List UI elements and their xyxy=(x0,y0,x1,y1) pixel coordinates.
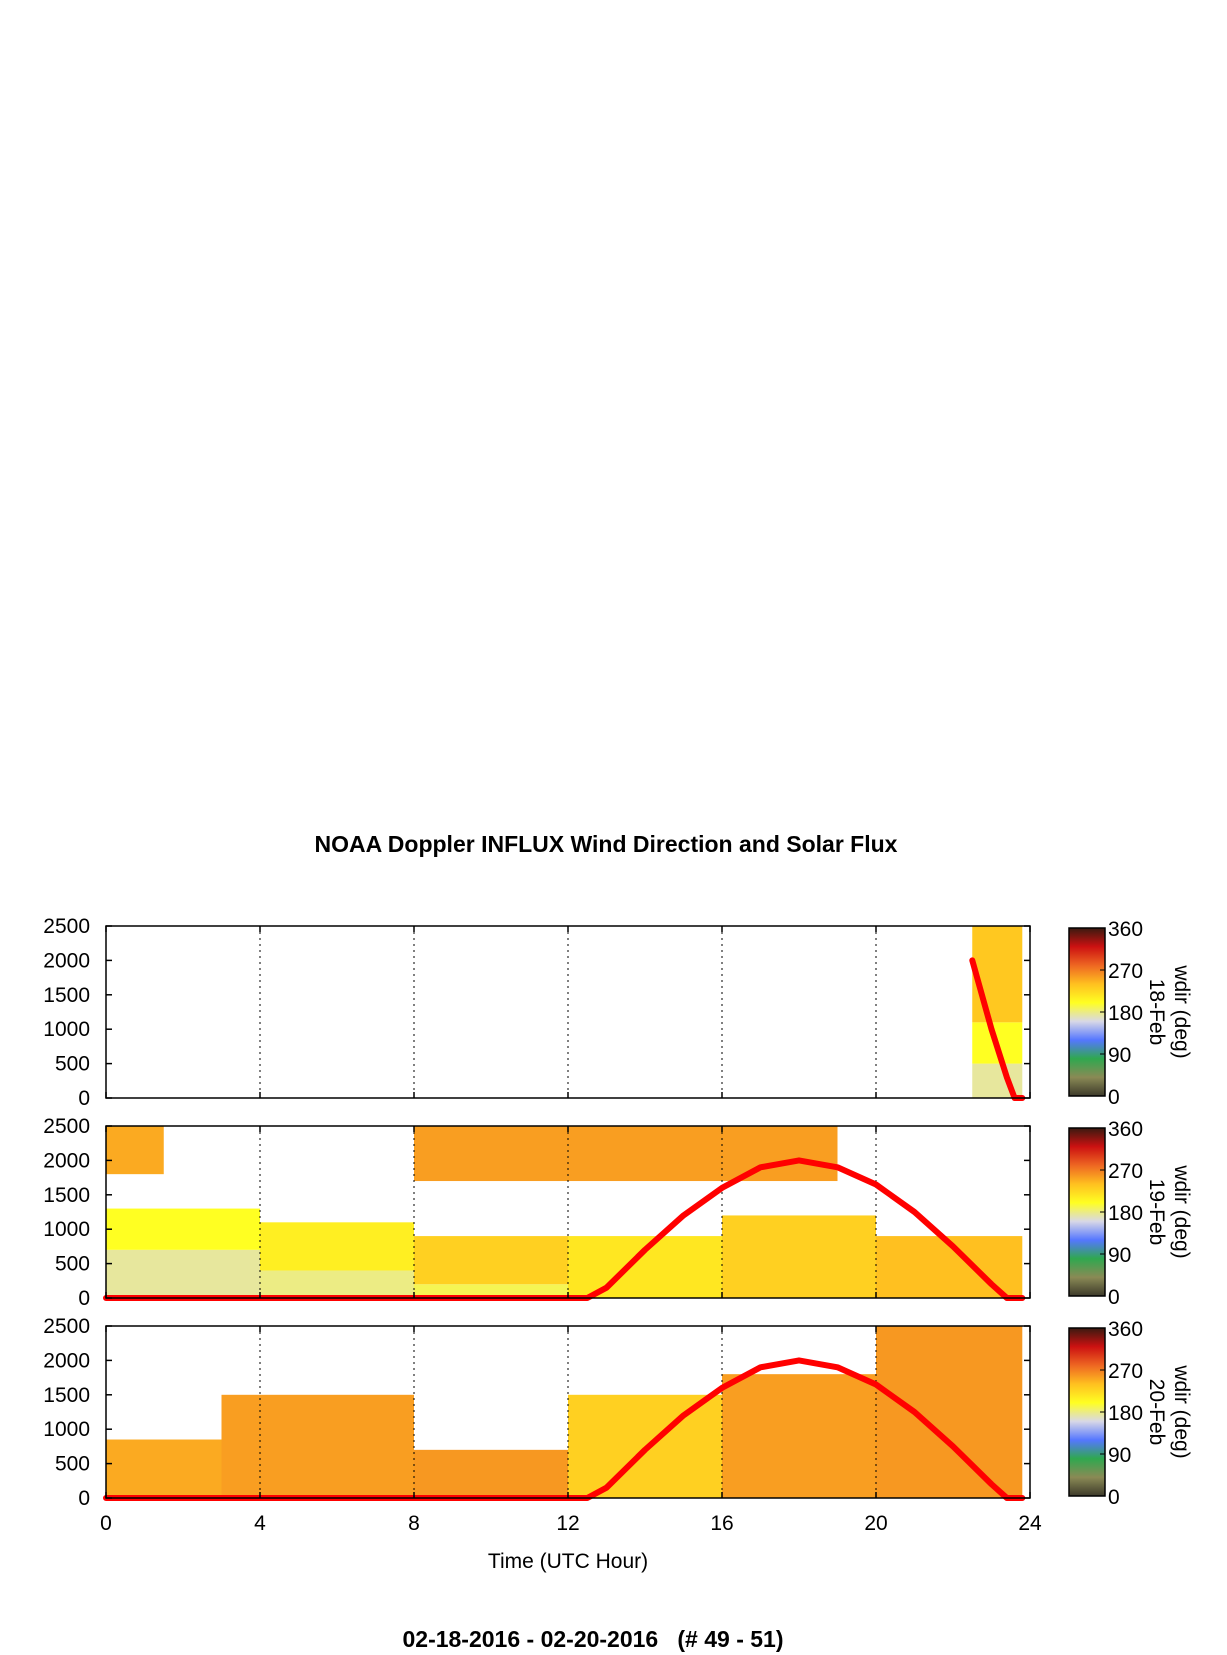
heatmap-cell xyxy=(414,1236,568,1285)
heatmap-cell xyxy=(221,1394,414,1498)
colorbar-label: wdir (deg) xyxy=(1170,964,1193,1058)
heatmap-cell xyxy=(972,926,1023,1023)
heatmap-cell xyxy=(106,1249,260,1298)
x-tick-label: 16 xyxy=(710,1512,733,1535)
heatmap-cell xyxy=(876,1326,1023,1498)
colorbar-tick-label: 0 xyxy=(1108,1286,1120,1309)
solar-flux-line xyxy=(103,1157,1026,1301)
y-tick-label: 2000 xyxy=(43,949,90,972)
heatmap-cell xyxy=(106,1208,260,1250)
y-tick-label: 1500 xyxy=(43,984,90,1007)
heatmap-cell xyxy=(260,1222,414,1271)
colorbar-tick-label: 270 xyxy=(1108,960,1143,983)
y-tick-label: 0 xyxy=(78,1287,90,1310)
y-tick-label: 2500 xyxy=(43,915,90,938)
panel-20-Feb: 0 500 1000 1500 2000 2500 0 90 180 270 360 wdir (de… xyxy=(43,1315,1193,1510)
heatmap-cell xyxy=(414,1449,568,1498)
colorbar-tick-label: 360 xyxy=(1108,1318,1143,1341)
panel-date-label: 20-Feb xyxy=(1145,1379,1168,1446)
x-tick-label: 0 xyxy=(100,1512,112,1535)
heatmap-cell xyxy=(722,1374,876,1498)
colorbar-tick-label: 0 xyxy=(1108,1086,1120,1109)
footer-date-range: 02-18-2016 - 02-20-2016 (# 49 - 51) xyxy=(402,1626,783,1652)
solar-flux-line xyxy=(103,1357,1026,1501)
y-tick-label: 2500 xyxy=(43,1115,90,1138)
x-tick-label: 24 xyxy=(1018,1512,1042,1535)
colorbar-tick-label: 90 xyxy=(1108,1244,1131,1267)
panels: 0 500 1000 1500 2000 2500 0 90 180 270 360 wdir (de… xyxy=(43,915,1193,1510)
colorbar-tick-label: 0 xyxy=(1108,1486,1120,1509)
heatmap-cell xyxy=(260,1270,414,1298)
heatmap-cell xyxy=(414,1126,838,1182)
heatmap-cell xyxy=(106,1439,222,1498)
y-tick-label: 2000 xyxy=(43,1349,90,1372)
x-tick-label: 4 xyxy=(254,1512,266,1535)
colorbar-tick-label: 270 xyxy=(1108,1160,1143,1183)
panel-19-Feb: 0 500 1000 1500 2000 2500 0 90 180 270 360 wdir (de… xyxy=(43,1115,1193,1310)
heatmap-cell xyxy=(414,1284,568,1298)
chart-title: NOAA Doppler INFLUX Wind Direction and S… xyxy=(315,831,898,857)
x-tick-label: 12 xyxy=(556,1512,579,1535)
x-tick-label: 8 xyxy=(408,1512,420,1535)
heatmap-cell xyxy=(106,1126,164,1175)
colorbar xyxy=(1068,1327,1106,1497)
heatmap-cell xyxy=(568,1236,722,1298)
y-tick-label: 1000 xyxy=(43,1418,90,1441)
x-axis: 0 4 8 12 16 20 24 xyxy=(100,1512,1042,1535)
colorbar xyxy=(1068,1127,1106,1297)
y-tick-label: 1500 xyxy=(43,1184,90,1207)
x-axis-label: Time (UTC Hour) xyxy=(488,1550,648,1573)
y-tick-label: 1500 xyxy=(43,1384,90,1407)
panel-date-label: 18-Feb xyxy=(1145,979,1168,1046)
colorbar-label: wdir (deg) xyxy=(1170,1164,1193,1258)
colorbar-tick-label: 90 xyxy=(1108,1044,1131,1067)
y-tick-label: 500 xyxy=(55,1453,90,1476)
y-tick-label: 1000 xyxy=(43,1018,90,1041)
y-tick-label: 2500 xyxy=(43,1315,90,1338)
colorbar-tick-label: 180 xyxy=(1108,1202,1143,1225)
colorbar-tick-label: 180 xyxy=(1108,1002,1143,1025)
y-tick-label: 1000 xyxy=(43,1218,90,1241)
y-tick-label: 0 xyxy=(78,1087,90,1110)
heatmap-cell xyxy=(722,1215,876,1298)
colorbar-tick-label: 360 xyxy=(1108,1118,1143,1141)
y-tick-label: 2000 xyxy=(43,1149,90,1172)
panel-18-Feb: 0 500 1000 1500 2000 2500 0 90 180 270 360 wdir (de… xyxy=(43,915,1193,1110)
y-tick-label: 0 xyxy=(78,1487,90,1510)
y-tick-label: 500 xyxy=(55,1253,90,1276)
colorbar-tick-label: 180 xyxy=(1108,1402,1143,1425)
y-tick-label: 500 xyxy=(55,1053,90,1076)
x-tick-label: 20 xyxy=(864,1512,887,1535)
panel-date-label: 19-Feb xyxy=(1145,1179,1168,1246)
colorbar xyxy=(1068,927,1106,1097)
colorbar-label: wdir (deg) xyxy=(1170,1364,1193,1458)
colorbar-tick-label: 270 xyxy=(1108,1360,1143,1383)
colorbar-tick-label: 90 xyxy=(1108,1444,1131,1467)
colorbar-tick-label: 360 xyxy=(1108,918,1143,941)
